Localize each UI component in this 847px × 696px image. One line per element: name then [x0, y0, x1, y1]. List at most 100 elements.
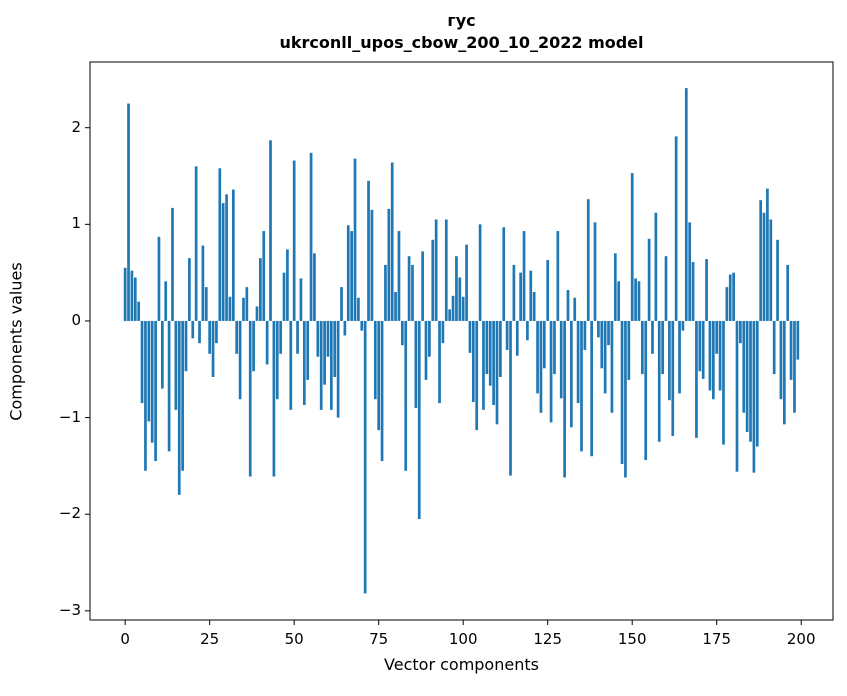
bar: [624, 320, 627, 478]
bar: [292, 160, 296, 321]
bar: [627, 320, 631, 380]
bar: [177, 320, 181, 495]
bar: [346, 225, 350, 321]
x-tick-label: 150: [617, 630, 647, 648]
bar: [238, 320, 242, 400]
bar: [786, 264, 790, 321]
bar: [353, 158, 357, 321]
bar: [715, 320, 719, 354]
bar: [465, 244, 468, 321]
bar: [549, 320, 553, 423]
bar: [133, 277, 137, 321]
bar: [556, 231, 560, 321]
bar: [559, 320, 563, 399]
bar: [242, 297, 245, 321]
bar: [434, 219, 438, 321]
bar: [380, 320, 384, 462]
bar: [755, 320, 759, 447]
bar: [441, 320, 445, 344]
bar: [282, 272, 286, 321]
bar: [668, 320, 671, 401]
bar: [691, 262, 695, 321]
bar: [424, 320, 428, 380]
bar: [782, 320, 786, 425]
bar: [478, 224, 482, 321]
bar: [340, 287, 343, 321]
bar: [451, 295, 455, 321]
x-tick-label: 125: [533, 630, 563, 648]
bar: [793, 320, 796, 413]
bar: [360, 320, 364, 331]
bar: [776, 239, 779, 321]
bar: [137, 301, 141, 321]
bar: [191, 320, 195, 339]
bar: [296, 320, 299, 354]
bar: [417, 320, 421, 520]
bar: [661, 320, 664, 375]
bar: [539, 320, 543, 413]
bar: [171, 207, 174, 321]
bar: [509, 320, 512, 476]
bar: [259, 258, 262, 321]
bar: [336, 320, 340, 418]
bar: [681, 320, 685, 331]
bar: [130, 270, 134, 321]
bar: [620, 320, 624, 464]
bar: [495, 320, 499, 425]
bar: [215, 320, 218, 344]
bar: [218, 168, 222, 321]
y-tick-label: −3: [58, 600, 81, 619]
bar: [275, 320, 279, 400]
bar: [289, 320, 293, 410]
y-tick-label: −1: [58, 407, 81, 426]
bar: [248, 320, 252, 477]
bar: [299, 278, 303, 321]
bar: [745, 320, 749, 433]
bar: [458, 277, 462, 321]
bar: [333, 320, 337, 377]
bar: [225, 194, 228, 321]
bar: [475, 320, 479, 431]
bar: [265, 320, 269, 365]
bar: [160, 320, 164, 389]
x-tick-label: 175: [702, 630, 732, 648]
bar: [542, 320, 546, 369]
bar: [772, 320, 776, 375]
bar: [637, 281, 641, 321]
bar: [762, 212, 766, 321]
bar: [580, 320, 583, 452]
bar: [448, 309, 452, 321]
bar: [198, 320, 201, 344]
bar: [313, 253, 316, 321]
bar: [532, 291, 536, 321]
bar: [444, 219, 448, 321]
bar: [522, 231, 526, 321]
bar: [397, 231, 401, 321]
x-tick-label: 100: [448, 630, 478, 648]
bar: [722, 320, 725, 445]
bar: [231, 189, 235, 321]
bar: [698, 320, 702, 372]
x-tick-label: 25: [200, 630, 220, 648]
bar: [394, 291, 397, 321]
x-tick-label: 75: [369, 630, 389, 648]
bar: [563, 320, 566, 478]
bar: [468, 320, 472, 353]
axes-frame: [89, 61, 834, 621]
bar: [255, 306, 259, 321]
bar: [651, 320, 654, 354]
bar: [607, 320, 610, 346]
bar: [769, 219, 773, 321]
bar: [752, 320, 756, 473]
bar: [174, 320, 178, 410]
bar: [695, 320, 698, 438]
bar: [245, 287, 249, 321]
bar: [610, 320, 614, 413]
bar: [228, 296, 232, 321]
bar: [363, 320, 367, 594]
bar: [384, 264, 387, 321]
bar: [742, 320, 746, 413]
bar: [309, 152, 313, 321]
bar: [144, 320, 147, 471]
bar: [377, 320, 381, 431]
